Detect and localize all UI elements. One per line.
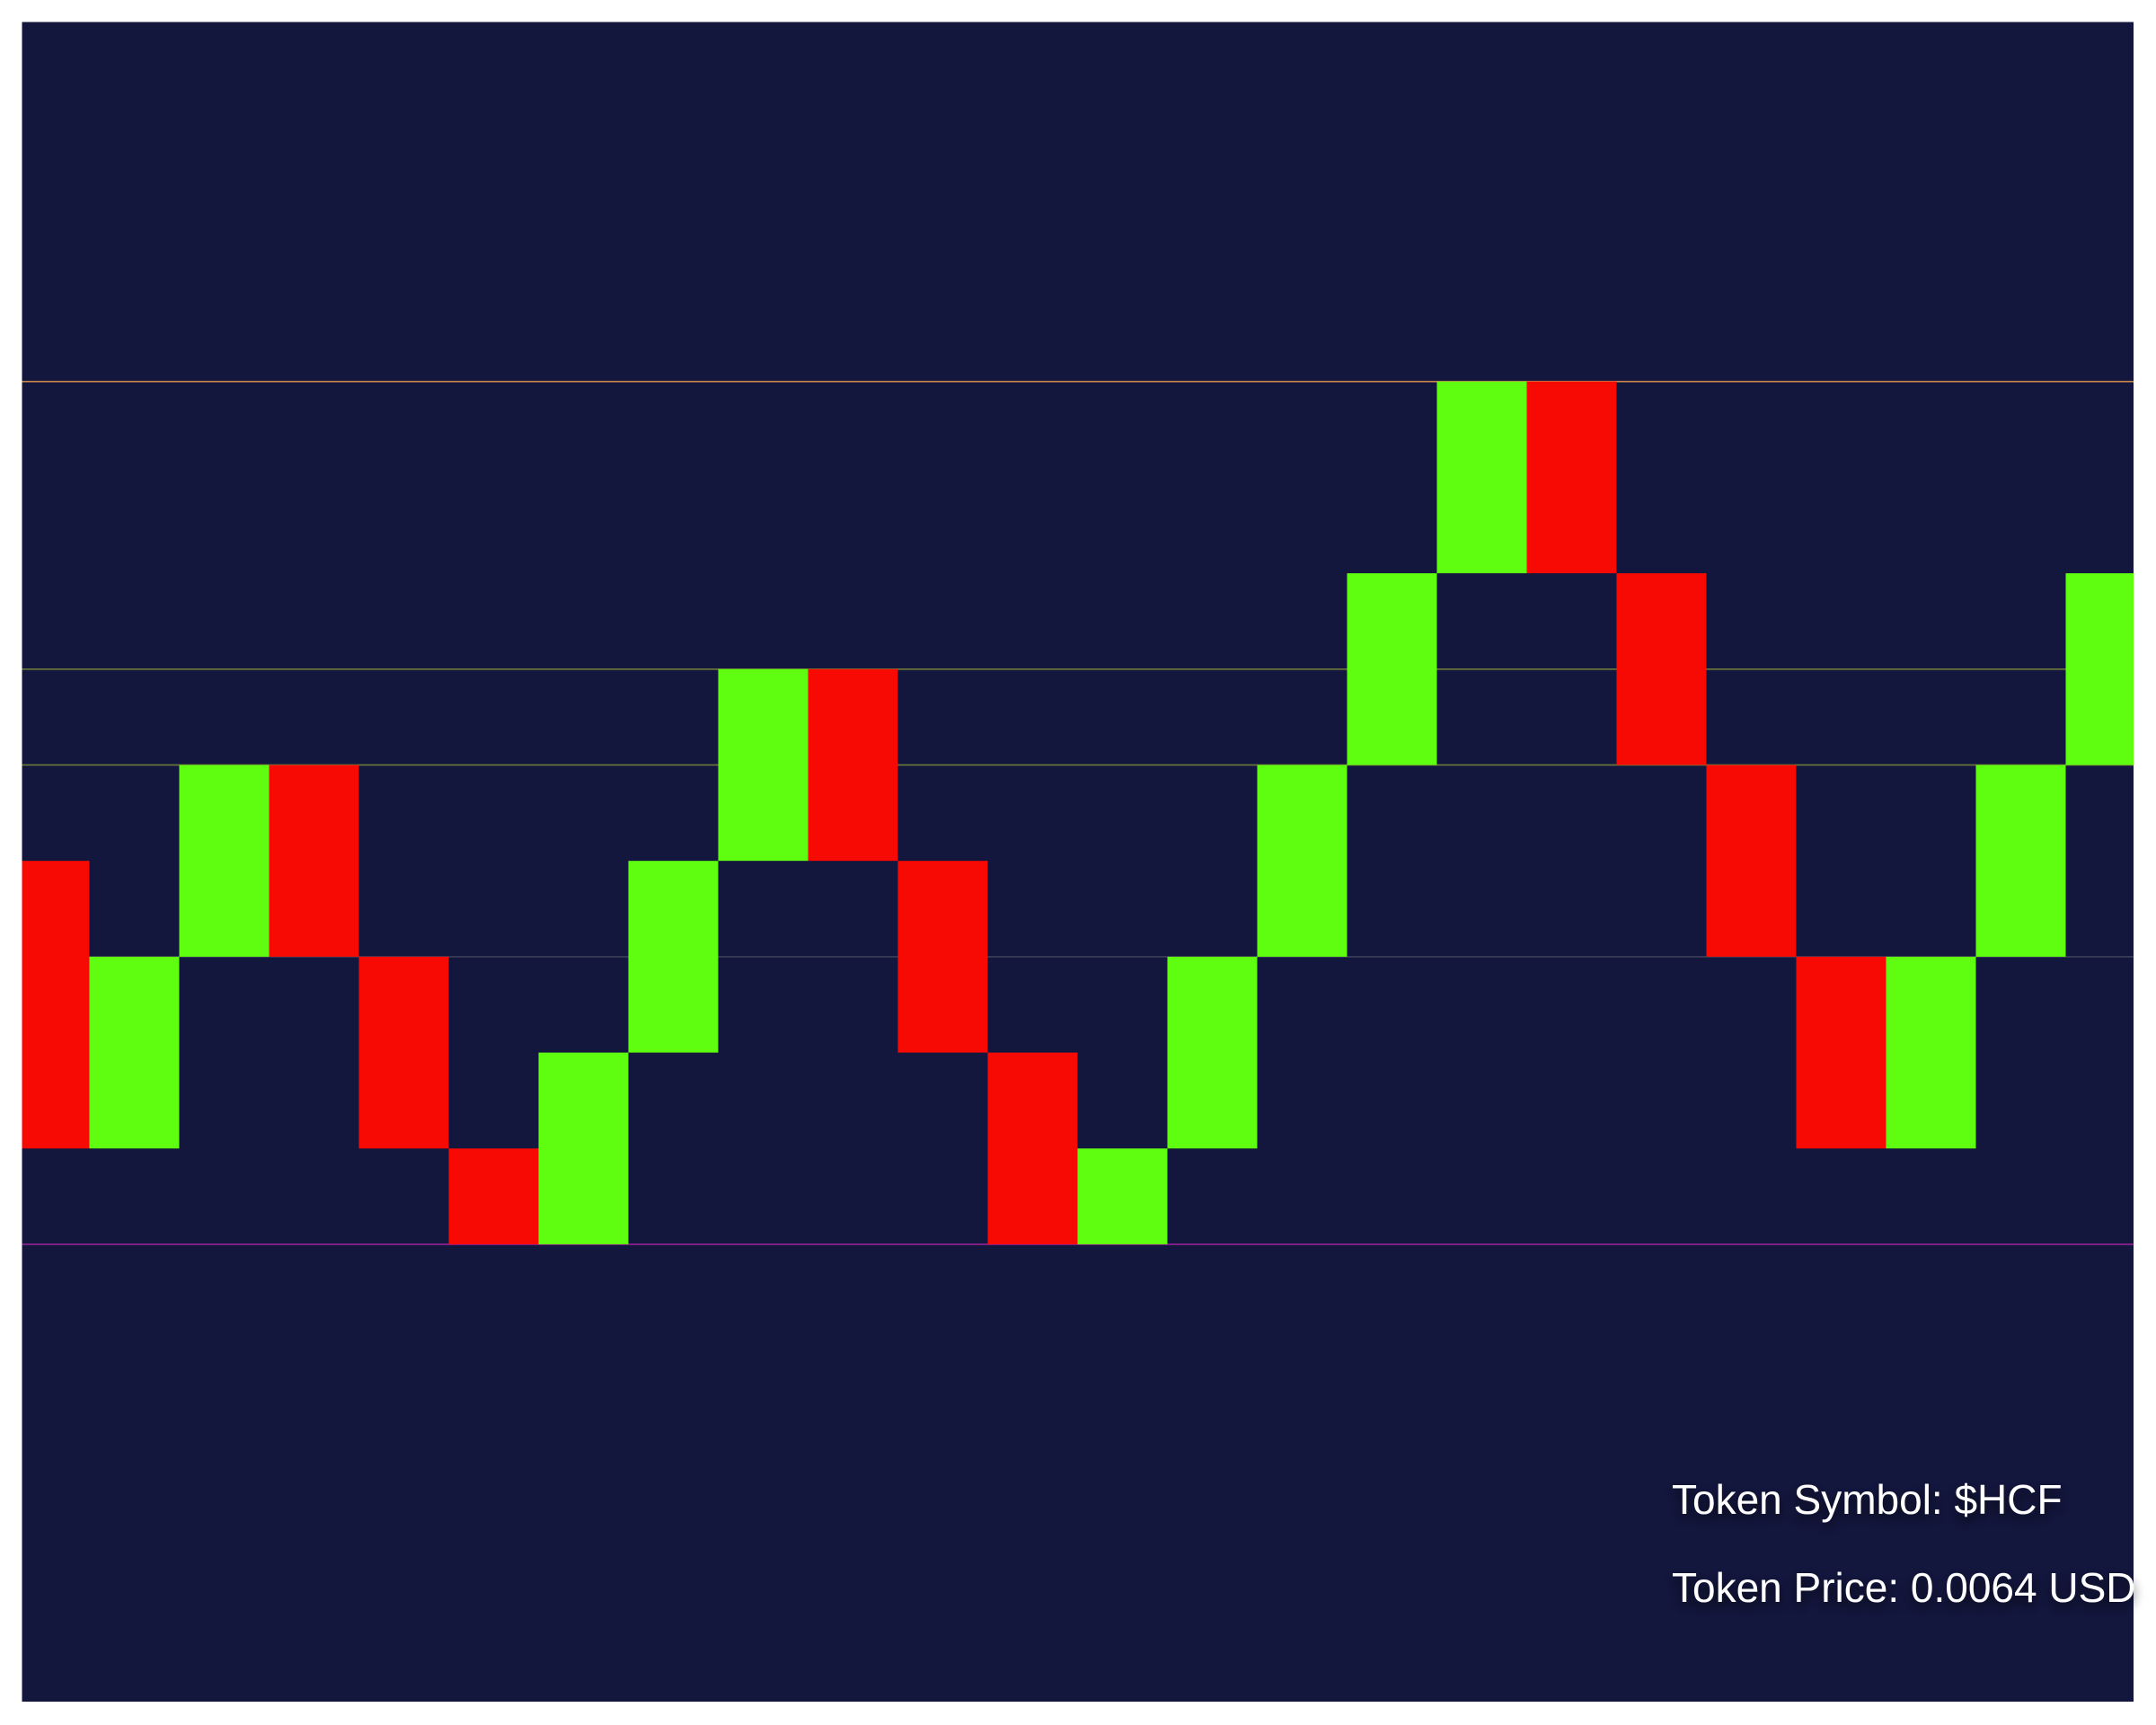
brick (22, 861, 90, 1149)
brick (987, 1052, 1078, 1245)
brick (1077, 1148, 1168, 1245)
brick (1796, 956, 1886, 1149)
brick (718, 668, 808, 862)
token-symbol: Token Symbol: $HCF (1672, 1476, 2063, 1523)
brick (1257, 765, 1348, 957)
brick (1347, 573, 1437, 765)
brick (628, 861, 719, 1053)
brick (538, 1052, 629, 1245)
brick (1526, 381, 1617, 574)
brick (1167, 956, 1258, 1149)
brick (1706, 765, 1797, 957)
brick (897, 861, 988, 1053)
brick (89, 956, 180, 1149)
token-price: Token Price: 0.0064 USD (1672, 1564, 2136, 1611)
brick (1975, 765, 2066, 957)
brick (179, 765, 270, 957)
brick (269, 765, 359, 957)
brick (1616, 573, 1707, 765)
brick (808, 668, 898, 862)
brick (1436, 381, 1527, 574)
brick (2065, 573, 2134, 765)
plot-area (22, 380, 2134, 1245)
brick (1886, 956, 1976, 1149)
brick (448, 1148, 539, 1245)
brick (358, 956, 449, 1149)
